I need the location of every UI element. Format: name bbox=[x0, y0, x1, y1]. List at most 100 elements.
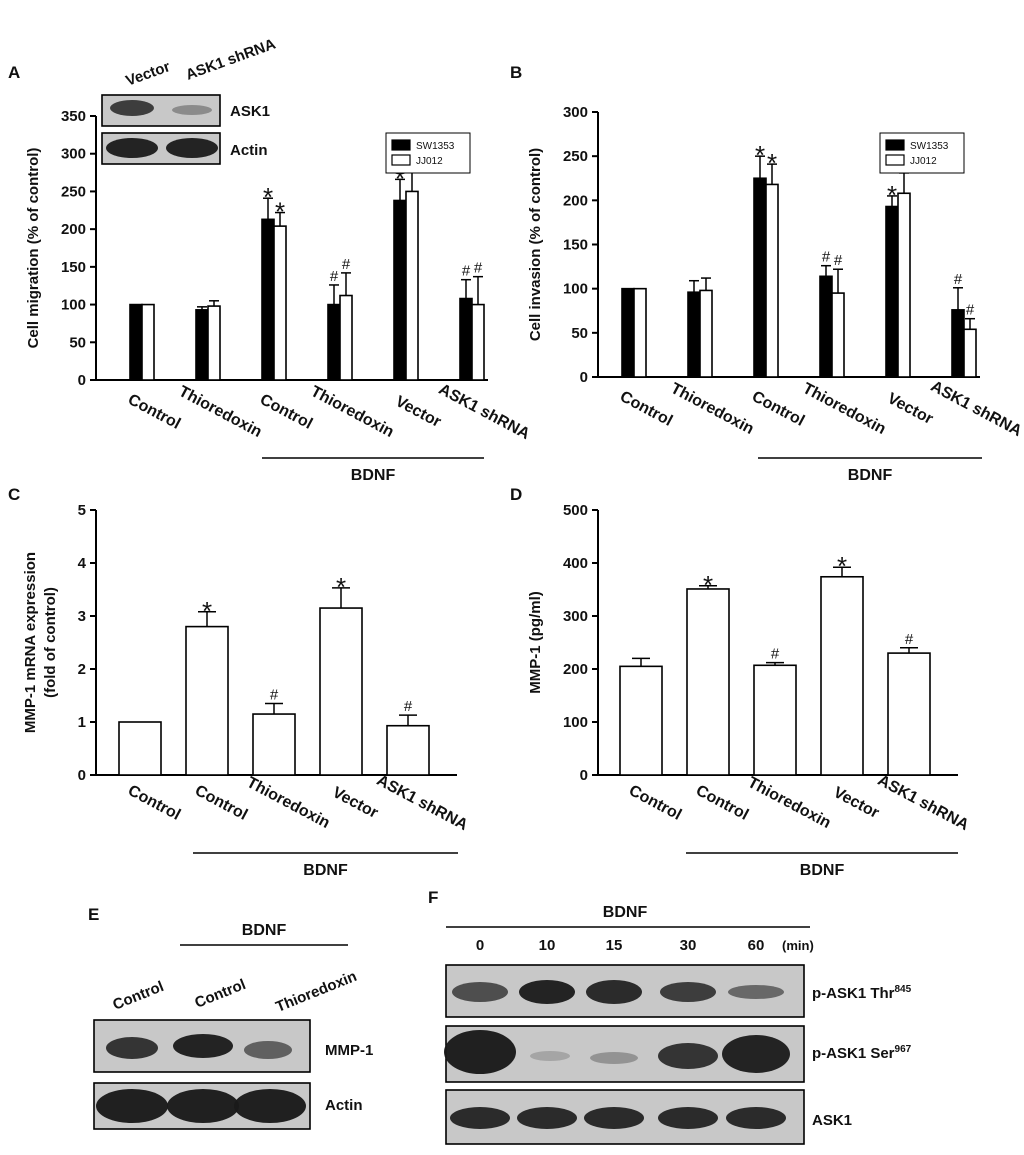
time-label: 30 bbox=[680, 937, 697, 954]
inset-blot-a: Vector ASK1 shRNA ASK1 Actin bbox=[101, 36, 278, 165]
bar bbox=[621, 287, 635, 378]
significance-star: * bbox=[275, 197, 285, 227]
band-label: p-ASK1 Ser967 bbox=[812, 1044, 912, 1062]
y-tick-label: 200 bbox=[563, 192, 588, 209]
bar bbox=[339, 294, 353, 381]
y-tick-label: 4 bbox=[78, 555, 87, 572]
category-label: Vector bbox=[831, 784, 882, 822]
time-label: 0 bbox=[476, 937, 484, 954]
panel-f: F BDNF 0 10 15 30 60 (min) p-ASK1 Thr845 p-ASK1 S… bbox=[428, 888, 912, 1145]
inset-band-label: ASK1 bbox=[230, 103, 270, 120]
y-tick-label: 0 bbox=[78, 767, 86, 784]
blot-band bbox=[584, 1107, 644, 1129]
significance-star: * bbox=[755, 140, 765, 170]
bar bbox=[129, 303, 143, 381]
y-tick-label: 100 bbox=[61, 297, 86, 314]
inset-band-label: Actin bbox=[230, 142, 268, 159]
significance-star: * bbox=[336, 572, 346, 602]
bar bbox=[405, 190, 419, 381]
category-label: Thioredoxin bbox=[176, 383, 265, 441]
bar bbox=[118, 721, 162, 776]
panel-e: E BDNF Control Control Thioredoxin MMP-1 Actin bbox=[88, 905, 373, 1130]
legend-swatch bbox=[885, 154, 905, 166]
time-label: 15 bbox=[606, 937, 623, 954]
blot-band bbox=[106, 138, 158, 158]
bar bbox=[699, 289, 713, 378]
y-tick-label: 200 bbox=[61, 221, 86, 238]
y-tick-label: 50 bbox=[69, 334, 86, 351]
y-tick-label: 1 bbox=[78, 714, 86, 731]
blot-band bbox=[452, 982, 508, 1002]
plot-d: 0 100 200 300 400 500 MMP-1 (pg/ml) Control * Con… bbox=[527, 502, 972, 879]
inset-lane-label: Vector bbox=[124, 58, 173, 90]
blot-band bbox=[517, 1107, 577, 1129]
category-label: Thioredoxin bbox=[308, 383, 397, 441]
bar bbox=[273, 225, 287, 381]
y-tick-label: 5 bbox=[78, 502, 86, 519]
significance-hash: # bbox=[342, 256, 351, 273]
panel-b: B 0 50 100 150 200 250 300 Cell invasion (% of … bbox=[510, 63, 1024, 484]
bar bbox=[887, 652, 931, 776]
bar bbox=[207, 305, 221, 381]
category-label: ASK1 shRNA bbox=[374, 772, 471, 834]
y-axis-title: Cell migration (% of control) bbox=[25, 148, 42, 349]
blot-band bbox=[450, 1107, 510, 1129]
bar bbox=[459, 297, 473, 381]
category-label: Vector bbox=[393, 393, 444, 431]
bar bbox=[619, 665, 663, 776]
y-tick-label: 250 bbox=[61, 183, 86, 200]
blot-band bbox=[167, 1089, 239, 1123]
band-label: p-ASK1 Thr845 bbox=[812, 984, 912, 1002]
y-tick-label: 0 bbox=[580, 369, 588, 386]
blot-band bbox=[586, 980, 642, 1004]
significance-hash: # bbox=[404, 698, 413, 715]
y-tick-label: 250 bbox=[563, 148, 588, 165]
significance-hash: # bbox=[330, 268, 339, 285]
bar bbox=[897, 192, 911, 378]
inset-lane-label: ASK1 shRNA bbox=[184, 36, 278, 84]
category-label: Control bbox=[125, 391, 183, 433]
category-label: ASK1 shRNA bbox=[928, 378, 1024, 440]
blot-band bbox=[173, 1034, 233, 1058]
bar bbox=[819, 275, 833, 378]
blot-band bbox=[244, 1041, 292, 1059]
bar bbox=[633, 287, 647, 378]
y-axis-title: MMP-1 mRNA expression bbox=[22, 552, 39, 733]
category-label: Thioredoxin bbox=[668, 380, 757, 438]
y-tick-label: 0 bbox=[580, 767, 588, 784]
significance-hash: # bbox=[954, 271, 963, 288]
panel-letter-a: A bbox=[8, 63, 20, 82]
bar bbox=[951, 309, 965, 378]
significance-hash: # bbox=[905, 631, 914, 648]
blot-band bbox=[172, 105, 212, 115]
blot-band bbox=[658, 1107, 718, 1129]
blot-band bbox=[590, 1052, 638, 1064]
bdnf-group-label: BDNF bbox=[303, 862, 348, 879]
legend-label: SW1353 bbox=[416, 141, 455, 152]
y-axis-title-line2: (fold of control) bbox=[42, 587, 59, 698]
blot-band bbox=[530, 1051, 570, 1061]
legend-label: JJ012 bbox=[910, 156, 937, 167]
lane-label: Control bbox=[110, 978, 166, 1014]
y-tick-label: 300 bbox=[563, 608, 588, 625]
category-label: Control bbox=[617, 388, 675, 430]
blot-band bbox=[444, 1030, 516, 1074]
blot-band bbox=[658, 1043, 718, 1069]
blot-band bbox=[106, 1037, 158, 1059]
legend-box bbox=[385, 132, 471, 174]
category-label: Control bbox=[125, 782, 183, 824]
blot-band bbox=[234, 1089, 306, 1123]
legend: SW1353 JJ012 bbox=[879, 132, 965, 174]
bar bbox=[195, 309, 209, 381]
legend-box bbox=[879, 132, 965, 174]
legend-swatch bbox=[885, 139, 905, 151]
y-tick-label: 0 bbox=[78, 372, 86, 389]
significance-star: * bbox=[703, 570, 713, 600]
y-tick-label: 300 bbox=[563, 104, 588, 121]
blot-band bbox=[726, 1107, 786, 1129]
panel-letter-c: C bbox=[8, 485, 20, 504]
plot-a: 0 50 100 150 200 250 300 350 Cell migration (% o… bbox=[25, 108, 533, 484]
significance-hash: # bbox=[462, 263, 471, 280]
significance-star: * bbox=[767, 148, 777, 178]
